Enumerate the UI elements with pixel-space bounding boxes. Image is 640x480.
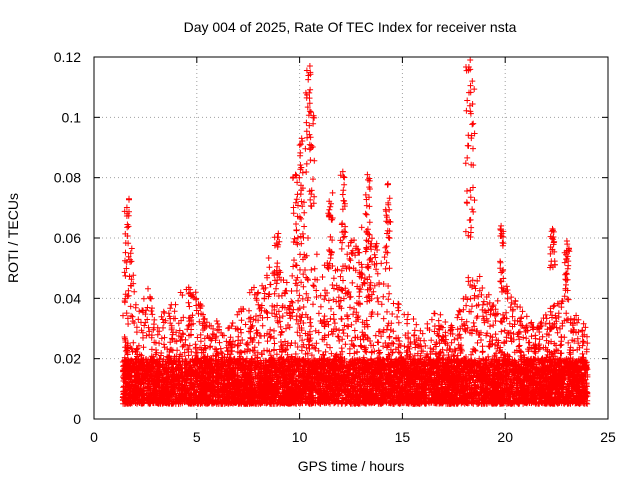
x-tick-label: 20 — [497, 429, 513, 445]
y-tick-label: 0.06 — [54, 230, 81, 246]
chart-title: Day 004 of 2025, Rate Of TEC Index for r… — [184, 19, 517, 35]
x-tick-label: 0 — [90, 429, 98, 445]
y-tick-label: 0.08 — [54, 170, 81, 186]
tick-labels-layer: 0 5 10 15 20 25 0 0.02 0.04 0.06 0.08 0.1 0.12 — [54, 49, 616, 445]
y-tick-label: 0.02 — [54, 351, 81, 367]
y-axis-title: ROTI / TECUs — [5, 193, 21, 283]
y-tick-label: 0.04 — [54, 290, 81, 306]
roti-data-points — [119, 57, 591, 407]
points-layer — [119, 57, 591, 407]
x-axis-title: GPS time / hours — [298, 458, 405, 474]
ticks-layer — [93, 56, 609, 420]
y-tick-label: 0 — [73, 411, 81, 427]
x-tick-label: 25 — [600, 429, 616, 445]
y-tick-label: 0.1 — [62, 109, 82, 125]
x-tick-label: 10 — [292, 429, 308, 445]
x-tick-label: 15 — [395, 429, 411, 445]
y-tick-label: 0.12 — [54, 49, 81, 65]
x-tick-label: 5 — [193, 429, 201, 445]
